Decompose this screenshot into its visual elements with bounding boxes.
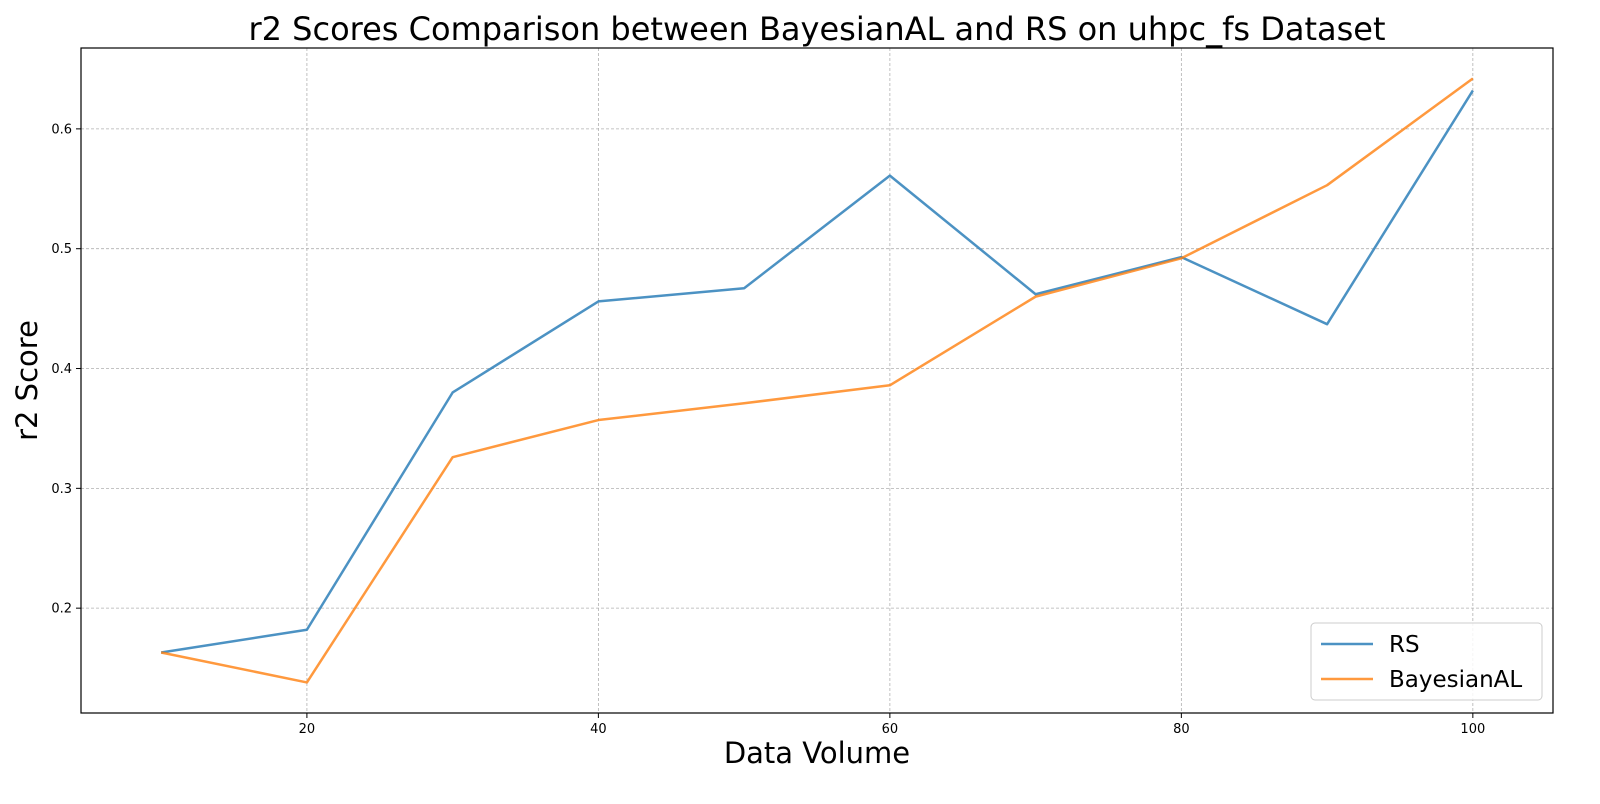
x-tick-label: 20 [299,722,316,737]
series-line-rs [160,89,1474,654]
y-tick-label: 0.5 [51,242,72,257]
legend-label: BayesianAL [1389,667,1522,693]
axes-frame [80,47,1554,714]
series-line-bayesianal [160,77,1474,684]
x-tick-label: 100 [1460,722,1485,737]
y-tick-label: 0.3 [51,482,72,497]
x-tick-label: 80 [1173,722,1190,737]
x-tick-label: 60 [882,722,899,737]
y-tick-label: 0.2 [51,602,72,617]
y-axis-label: r2 Score [10,320,44,441]
legend-label: RS [1389,632,1420,658]
chart-title: r2 Scores Comparison between BayesianAL … [248,10,1385,48]
y-tick-label: 0.4 [51,362,72,377]
legend-box [1310,622,1543,701]
x-axis-label: Data Volume [724,736,910,770]
x-tick-label: 40 [590,722,607,737]
grid [81,48,1553,713]
axis-ticks: 20 40 60 80 100 0.2 0.3 0.4 0.5 0.6 [51,122,1485,737]
y-tick-label: 0.6 [51,122,72,137]
series-lines [160,77,1474,684]
legend: RS BayesianAL [1310,622,1543,701]
